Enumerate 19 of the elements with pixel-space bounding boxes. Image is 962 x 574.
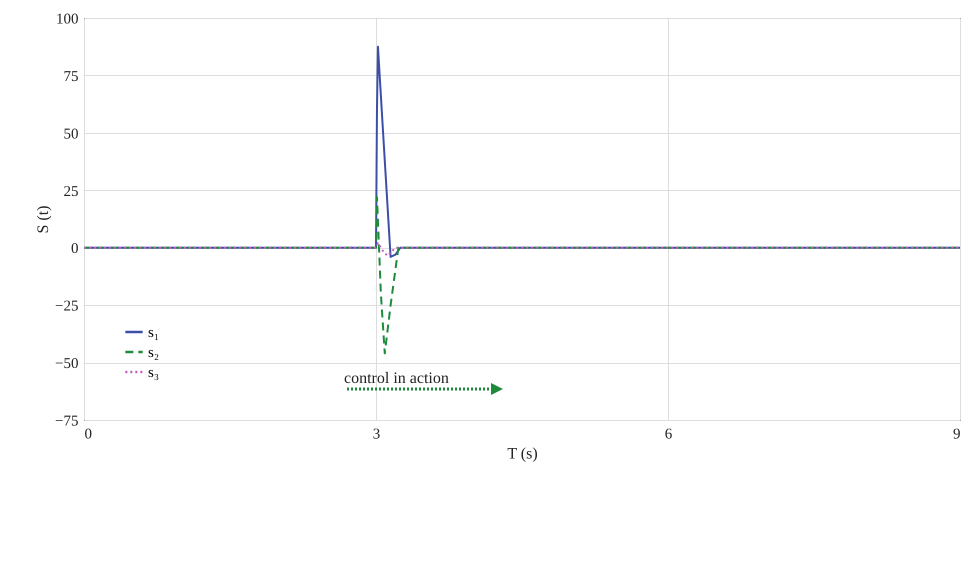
legend-label: s₃ [148, 365, 160, 381]
y-tick-label: 100 [56, 12, 78, 28]
y-tick-label: −75 [55, 414, 78, 430]
x-axis-title: T (s) [507, 446, 538, 462]
y-tick-label: 0 [71, 241, 78, 258]
y-axis-title: S (t) [35, 206, 52, 234]
x-tick-label: 6 [664, 426, 673, 442]
legend-label: s₂ [148, 345, 160, 361]
y-tick-label: 50 [64, 126, 78, 142]
x-tick-label: 0 [84, 426, 92, 442]
y-tick-label: 75 [64, 68, 78, 85]
x-tick-label: 9 [953, 426, 960, 442]
x-tick-label: 3 [372, 426, 380, 442]
annotation: control in action [344, 370, 449, 387]
y-tick-label: 25 [64, 184, 78, 200]
legend-label: s₁ [148, 325, 160, 341]
line-series [84, 242, 960, 257]
y-tick-label: −50 [55, 356, 78, 372]
y-tick-label: −25 [55, 298, 78, 315]
